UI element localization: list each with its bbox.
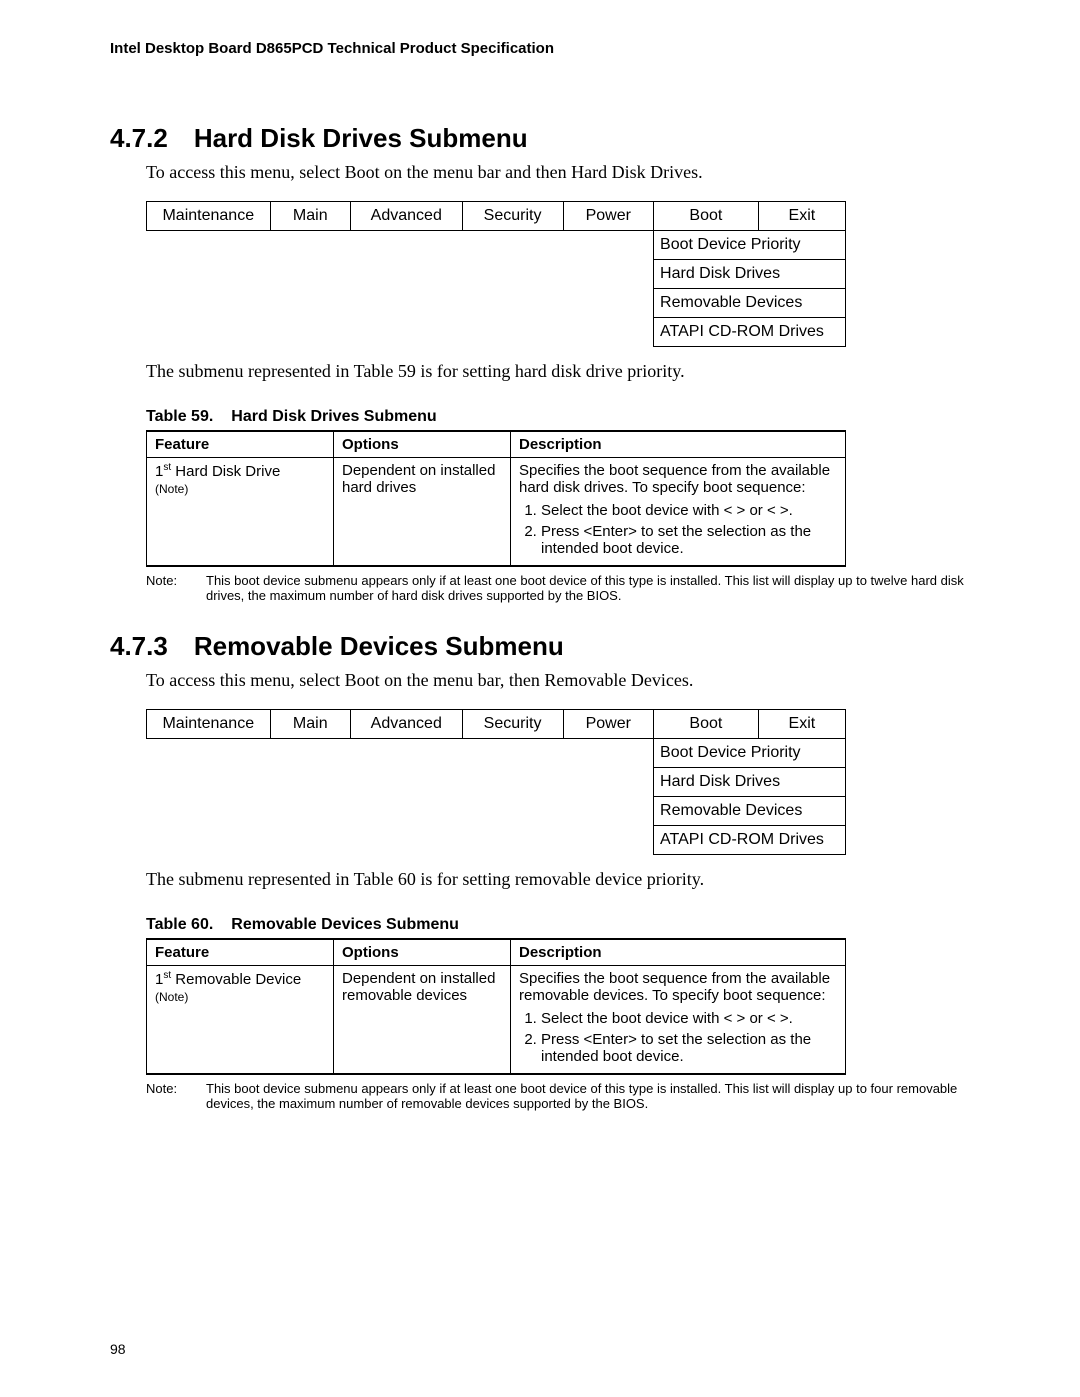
menu-tab-advanced: Advanced — [350, 710, 462, 739]
cell-feature: 1st Hard Disk Drive (Note) — [147, 458, 334, 567]
boot-submenu-item: Removable Devices — [654, 797, 846, 826]
menu-tab-security: Security — [462, 710, 563, 739]
menu-tab-maintenance: Maintenance — [147, 710, 271, 739]
menu-tab-main: Main — [270, 710, 350, 739]
section-heading-473: 4.7.3 Removable Devices Submenu — [110, 631, 970, 662]
cell-feature: 1st Removable Device (Note) — [147, 966, 334, 1075]
boot-submenu-item: Boot Device Priority — [654, 739, 846, 768]
table-caption-title: Hard Disk Drives Submenu — [231, 408, 436, 425]
feature-note-marker: (Note) — [155, 990, 188, 1004]
bios-menu-table-2: Maintenance Main Advanced Security Power… — [146, 709, 846, 855]
section-number: 4.7.3 — [110, 631, 168, 662]
menu-tab-security: Security — [462, 202, 563, 231]
desc-step-2: Press <Enter> to set the selection as th… — [541, 1031, 837, 1065]
table-caption-number: Table 60. — [146, 916, 213, 934]
table-caption-59: Table 59. Hard Disk Drives Submenu — [146, 408, 970, 426]
feature-ord-post: Hard Disk Drive — [171, 463, 280, 480]
boot-submenu-item: ATAPI CD-ROM Drives — [654, 318, 846, 347]
feature-ord-post: Removable Device — [171, 971, 301, 988]
table-note-60: Note: This boot device submenu appears o… — [146, 1081, 970, 1111]
cell-options: Dependent on installed removable devices — [334, 966, 511, 1075]
th-options: Options — [334, 939, 511, 966]
boot-submenu-item: ATAPI CD-ROM Drives — [654, 826, 846, 855]
desc-step-2: Press <Enter> to set the selection as th… — [541, 523, 837, 557]
cell-description: Specifies the boot sequence from the ava… — [511, 966, 846, 1075]
after-menu-text-472: The submenu represented in Table 59 is f… — [146, 361, 970, 382]
menu-tab-maintenance: Maintenance — [147, 202, 271, 231]
menu-tab-boot: Boot — [654, 202, 759, 231]
feature-note-marker: (Note) — [155, 482, 188, 496]
table-caption-title: Removable Devices Submenu — [231, 916, 459, 933]
table-caption-60: Table 60. Removable Devices Submenu — [146, 916, 970, 934]
page-number: 98 — [110, 1341, 126, 1357]
note-label: Note: — [146, 1081, 206, 1111]
section-heading-472: 4.7.2 Hard Disk Drives Submenu — [110, 123, 970, 154]
boot-submenu-item: Boot Device Priority — [654, 231, 846, 260]
table-note-59: Note: This boot device submenu appears o… — [146, 573, 970, 603]
th-options: Options — [334, 431, 511, 458]
feature-ord-sup: st — [163, 462, 171, 473]
menu-tab-boot: Boot — [654, 710, 759, 739]
section-title: Hard Disk Drives Submenu — [194, 123, 528, 153]
desc-step-1: Select the boot device with < > or < >. — [541, 502, 837, 519]
section-number: 4.7.2 — [110, 123, 168, 154]
note-text: This boot device submenu appears only if… — [206, 1081, 970, 1111]
menu-tab-exit: Exit — [758, 710, 845, 739]
note-text: This boot device submenu appears only if… — [206, 573, 970, 603]
bios-menu-table-1: Maintenance Main Advanced Security Power… — [146, 201, 846, 347]
menu-tab-power: Power — [563, 710, 654, 739]
table-60: Feature Options Description 1st Removabl… — [146, 938, 846, 1075]
boot-submenu-item: Hard Disk Drives — [654, 260, 846, 289]
feature-ord-sup: st — [163, 970, 171, 981]
table-59: Feature Options Description 1st Hard Dis… — [146, 430, 846, 567]
section-title: Removable Devices Submenu — [194, 631, 564, 661]
desc-intro: Specifies the boot sequence from the ava… — [519, 970, 830, 1004]
desc-step-1: Select the boot device with < > or < >. — [541, 1010, 837, 1027]
note-label: Note: — [146, 573, 206, 603]
menu-tab-main: Main — [270, 202, 350, 231]
th-feature: Feature — [147, 431, 334, 458]
th-description: Description — [511, 431, 846, 458]
th-description: Description — [511, 939, 846, 966]
boot-submenu-item: Removable Devices — [654, 289, 846, 318]
running-header: Intel Desktop Board D865PCD Technical Pr… — [110, 40, 970, 57]
intro-text-472: To access this menu, select Boot on the … — [146, 162, 970, 183]
boot-submenu-item: Hard Disk Drives — [654, 768, 846, 797]
menu-tab-advanced: Advanced — [350, 202, 462, 231]
intro-text-473: To access this menu, select Boot on the … — [146, 670, 970, 691]
menu-tab-exit: Exit — [758, 202, 845, 231]
desc-intro: Specifies the boot sequence from the ava… — [519, 462, 830, 496]
table-caption-number: Table 59. — [146, 408, 213, 426]
after-menu-text-473: The submenu represented in Table 60 is f… — [146, 869, 970, 890]
th-feature: Feature — [147, 939, 334, 966]
cell-description: Specifies the boot sequence from the ava… — [511, 458, 846, 567]
menu-tab-power: Power — [563, 202, 654, 231]
cell-options: Dependent on installed hard drives — [334, 458, 511, 567]
